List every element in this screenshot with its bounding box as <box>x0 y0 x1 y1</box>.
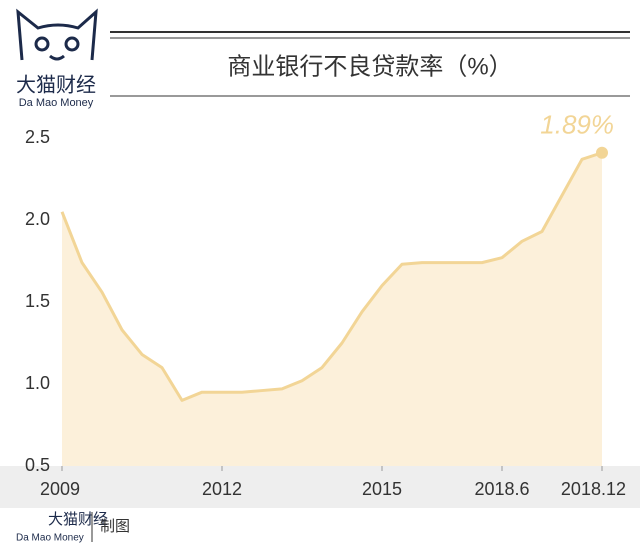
y-tick-label: 1.0 <box>25 373 50 393</box>
x-tick-label: 2018.12 <box>561 479 626 499</box>
area <box>62 152 602 466</box>
x-tick-label: 2012 <box>202 479 242 499</box>
y-tick-label: 2.5 <box>25 127 50 147</box>
footer-brand: 大猫财经 <box>48 511 108 528</box>
y-tick-label: 0.5 <box>25 455 50 475</box>
x-axis-band <box>0 466 640 508</box>
brand-name-en: Da Mao Money <box>19 97 94 109</box>
x-tick-label: 2015 <box>362 479 402 499</box>
line <box>60 151 603 402</box>
end-dot <box>596 146 608 159</box>
footer-note: 制图 <box>100 518 130 535</box>
chart-title: 商业银行不良贷款率（%） <box>227 53 512 80</box>
annotation: 1.89% <box>540 110 614 140</box>
y-tick-label: 2.0 <box>25 209 50 229</box>
y-tick-label: 1.5 <box>25 291 50 311</box>
logo <box>16 8 98 61</box>
x-tick-label: 2018.6 <box>474 479 529 499</box>
x-tick-label: 2009 <box>40 479 80 499</box>
footer-brand-en: Da Mao Money <box>16 533 84 544</box>
brand-name: 大猫财经 <box>16 73 96 96</box>
